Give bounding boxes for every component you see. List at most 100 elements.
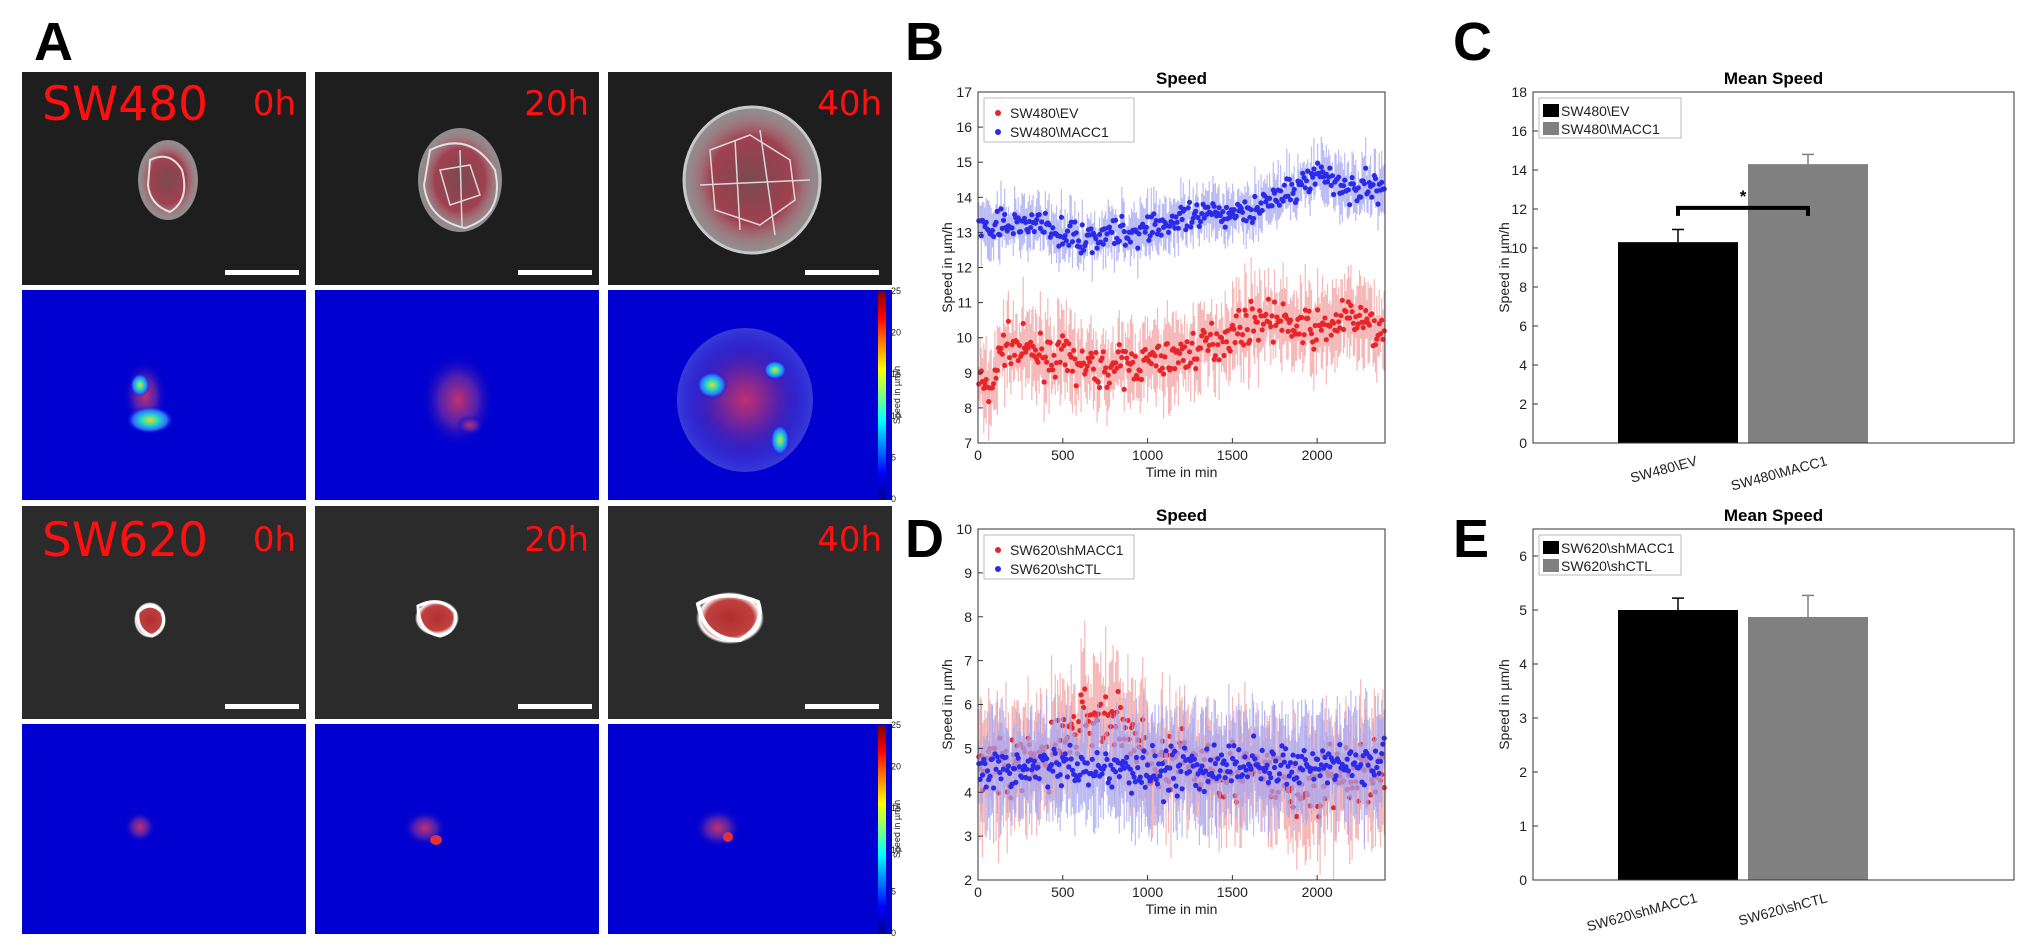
heatmap-sw620-40h <box>608 724 892 934</box>
data-point <box>1178 768 1184 775</box>
data-point <box>1313 337 1319 343</box>
data-point <box>1292 760 1299 767</box>
data-point <box>1097 384 1103 391</box>
data-point <box>1207 757 1214 763</box>
data-point <box>1244 774 1250 780</box>
chart-c: SW480\EV SW480\MACC1 * 0 2 4 6 8 10 12 14 16 18 Mean … <box>1496 69 2015 493</box>
data-point <box>1349 772 1355 779</box>
data-point <box>1101 369 1108 375</box>
data-point <box>1315 307 1321 313</box>
data-point <box>1342 177 1348 183</box>
data-point <box>1289 181 1295 187</box>
data-point <box>1269 313 1275 319</box>
data-point <box>1300 767 1306 773</box>
data-point <box>1044 359 1050 365</box>
data-point <box>1377 331 1384 337</box>
legend-swatch <box>1543 541 1559 554</box>
data-point <box>1020 320 1026 327</box>
data-point <box>1050 768 1056 774</box>
data-point <box>1081 360 1087 366</box>
data-point <box>1138 376 1145 383</box>
data-point <box>1198 345 1204 351</box>
data-point <box>1291 186 1297 192</box>
data-point <box>1120 222 1126 228</box>
data-point <box>1103 237 1109 243</box>
data-point <box>996 758 1002 764</box>
y-tick-label: 5 <box>964 740 972 756</box>
data-point <box>1315 160 1321 166</box>
data-point <box>1220 339 1226 345</box>
data-point <box>1093 236 1099 242</box>
data-point <box>1212 353 1218 359</box>
data-point <box>1204 746 1210 752</box>
y-tick-label: 0 <box>1519 435 1527 451</box>
data-point <box>1194 762 1200 768</box>
legend-label: SW620\shMACC1 <box>1010 542 1124 558</box>
data-point <box>1379 179 1385 185</box>
data-point <box>1025 229 1031 235</box>
data-point <box>1076 719 1082 725</box>
data-point <box>1279 327 1285 333</box>
data-point <box>1142 784 1148 790</box>
x-tick-label: 1000 <box>1132 447 1163 463</box>
data-point <box>1343 308 1349 315</box>
data-point <box>1035 359 1041 365</box>
colorbar-sw620 <box>878 725 886 933</box>
data-point <box>1030 763 1036 769</box>
data-point <box>1002 362 1008 368</box>
data-point <box>1372 748 1379 754</box>
data-point <box>1264 762 1270 768</box>
data-point <box>1189 219 1195 225</box>
data-point <box>1034 217 1040 223</box>
data-point <box>1097 231 1103 238</box>
panel-label-e: E <box>1453 509 1489 569</box>
data-point <box>1295 753 1301 760</box>
data-point <box>1121 228 1127 235</box>
data-point <box>1088 350 1094 356</box>
data-point <box>1159 761 1165 767</box>
data-point <box>1068 756 1074 762</box>
data-point <box>1358 194 1364 200</box>
data-point <box>1137 368 1143 374</box>
data-point <box>1076 238 1082 244</box>
data-point <box>1138 779 1145 786</box>
data-point <box>1186 349 1193 355</box>
y-axis-label: Speed in µm/h <box>1496 659 1512 750</box>
y-tick-label: 6 <box>1519 318 1527 334</box>
data-point <box>994 367 1000 373</box>
data-point <box>1066 764 1072 770</box>
data-point <box>1363 307 1369 314</box>
data-point <box>1087 359 1093 365</box>
x-tick-label: 500 <box>1051 884 1075 900</box>
data-point <box>1106 776 1112 782</box>
data-point <box>1216 357 1222 363</box>
data-point <box>1145 214 1151 220</box>
data-point <box>1270 751 1276 757</box>
data-point <box>1257 308 1263 314</box>
data-point <box>1094 750 1100 756</box>
data-point <box>1379 317 1385 323</box>
data-point <box>1306 308 1312 314</box>
data-point <box>1056 339 1062 345</box>
data-point <box>1317 174 1323 180</box>
data-point <box>1050 225 1056 231</box>
data-point <box>1060 241 1066 247</box>
data-point <box>1339 761 1345 767</box>
data-point <box>1172 366 1178 372</box>
y-tick-label: 8 <box>964 609 972 625</box>
data-point <box>1299 753 1305 760</box>
data-point <box>1010 231 1016 237</box>
legend: SW480\EV SW480\MACC1 <box>1538 97 1682 139</box>
data-point <box>1127 239 1133 245</box>
y-tick-label: 11 <box>957 295 972 311</box>
data-point <box>1327 165 1333 171</box>
colorbar-tick-label: 10 <box>891 411 901 421</box>
data-point <box>1201 330 1207 336</box>
data-point <box>1164 341 1170 347</box>
data-point <box>1221 352 1227 359</box>
data-point <box>1381 785 1387 791</box>
data-point <box>1348 749 1354 755</box>
legend-swatch <box>1543 559 1559 572</box>
data-point <box>1007 770 1013 777</box>
data-point <box>1349 309 1355 315</box>
